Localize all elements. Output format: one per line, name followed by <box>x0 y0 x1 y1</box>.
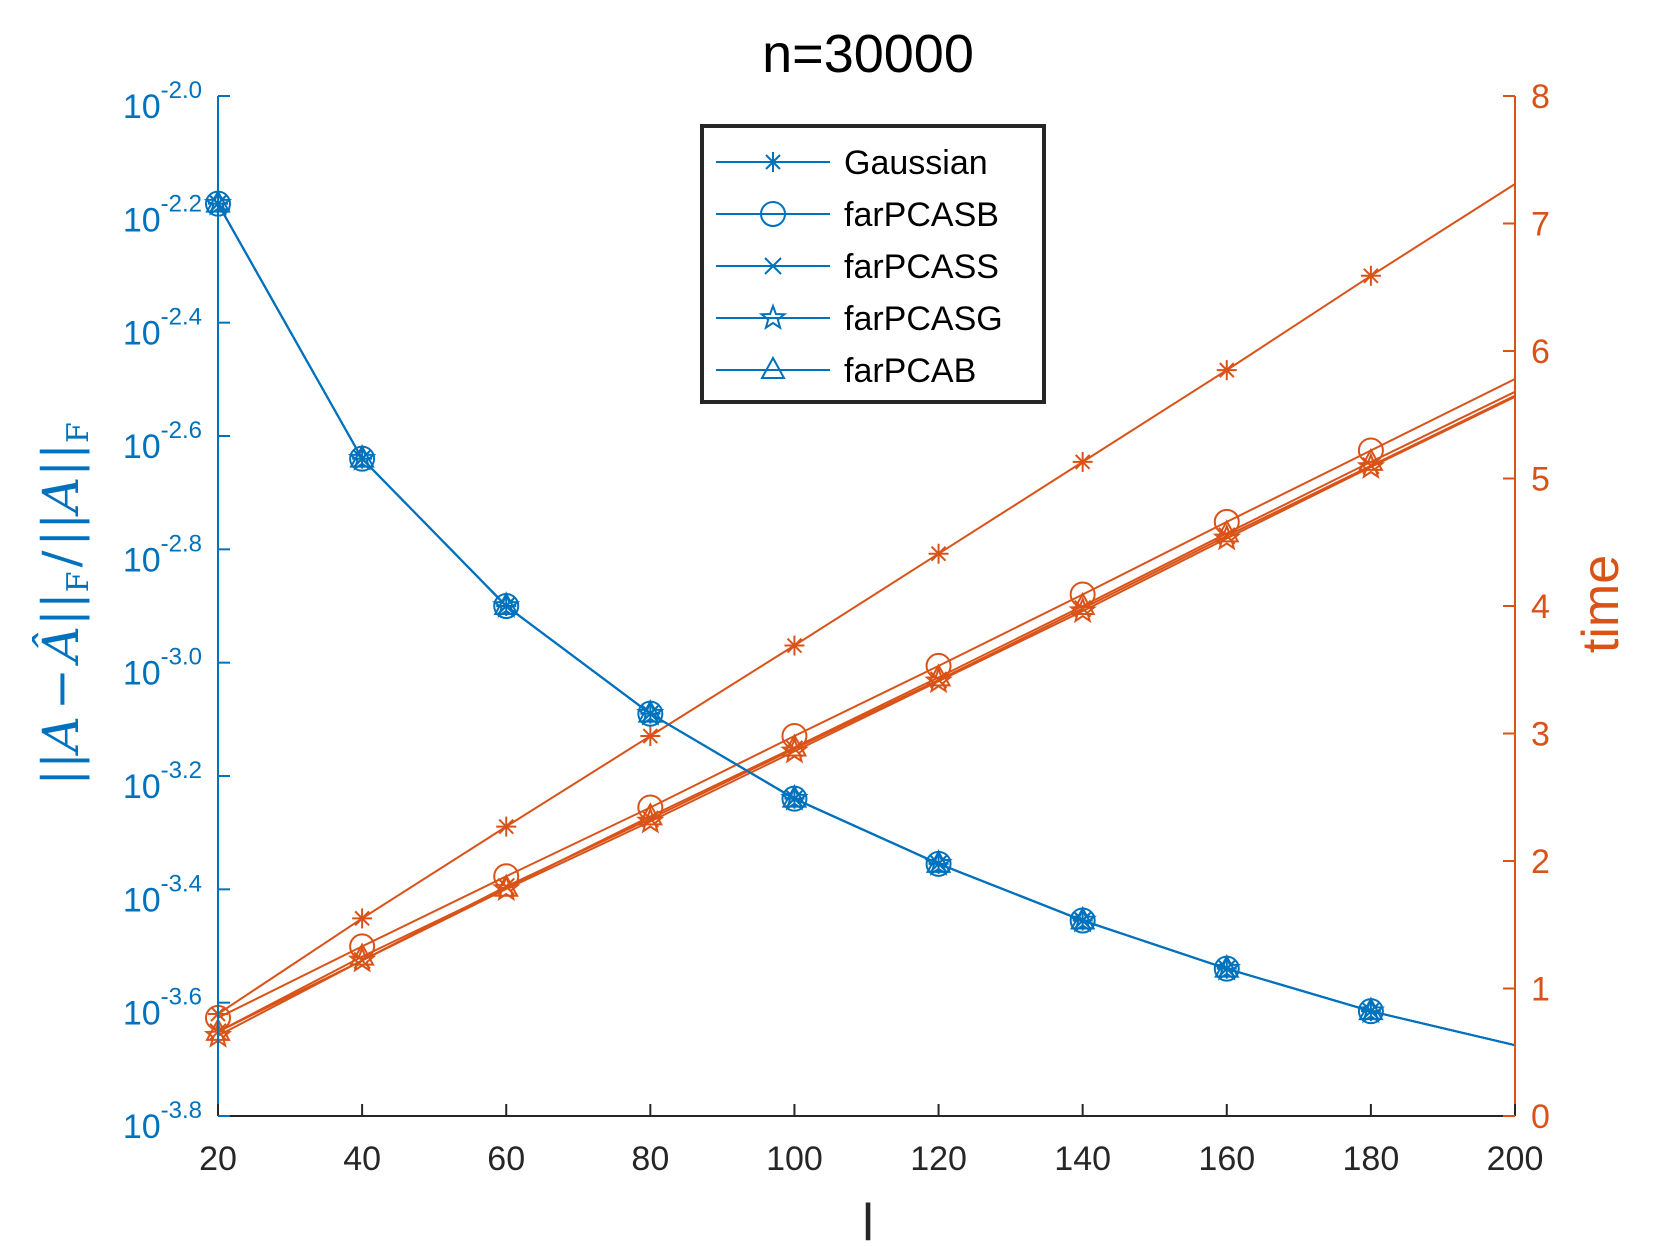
time-point-farpcab <box>349 942 375 966</box>
time-line-farpcass <box>217 394 1516 1033</box>
legend-marker-farpcass <box>764 257 782 275</box>
x-axis-label: l <box>862 1194 874 1246</box>
legend-marker-farpcab <box>760 355 786 379</box>
x-tick-label: 40 <box>343 1140 381 1178</box>
legend-marker-farpcasb <box>760 201 786 227</box>
right-tick-label: 4 <box>1531 588 1550 626</box>
error-point-farpcab <box>1214 954 1240 978</box>
right-tick-label: 1 <box>1531 971 1550 1009</box>
right-tick-label: 5 <box>1531 461 1550 499</box>
left-tick-label: 10-2.2 <box>123 190 202 239</box>
time-point-farpcasg <box>1068 596 1097 624</box>
error-point-farpcab <box>637 699 664 723</box>
legend-label-farpcab: farPCAB <box>844 352 976 390</box>
time-point-gaussian <box>784 635 805 656</box>
right-tick-label: 0 <box>1531 1098 1550 1136</box>
x-tick-label: 120 <box>910 1140 967 1178</box>
right-tick-label: 8 <box>1531 78 1550 116</box>
time-point-gaussian <box>640 726 661 747</box>
x-tick-label: 160 <box>1198 1140 1255 1178</box>
right-tick-label: 3 <box>1531 716 1550 754</box>
left-tick-label: 10-3.0 <box>123 644 202 693</box>
svg-text:||A−Â||F/||A||F: ||A−Â||F/||A||F <box>31 422 96 786</box>
time-point-farpcab <box>493 873 519 897</box>
chart-title: n=30000 <box>762 24 974 84</box>
x-tick-label: 20 <box>199 1140 237 1178</box>
error-point-farpcab <box>493 591 519 615</box>
time-point-gaussian <box>1360 265 1381 286</box>
error-point-farpcasg <box>1356 996 1386 1024</box>
time-point-farpcab <box>781 733 808 757</box>
left-tick-label: 10-2.6 <box>123 417 202 466</box>
left-axis-label: ||A−Â||F/||A||F <box>31 422 96 786</box>
left-tick-label: 10-2.0 <box>123 77 202 126</box>
legend-label-gaussian: Gaussian <box>844 144 988 182</box>
x-tick-label: 140 <box>1054 1140 1111 1178</box>
time-point-gaussian <box>496 816 517 837</box>
time-point-farpcasb <box>349 933 376 960</box>
x-tick-label: 100 <box>766 1140 823 1178</box>
legend-box <box>700 124 1046 404</box>
time-point-gaussian <box>1216 360 1237 381</box>
left-tick-label: 10-2.4 <box>123 304 202 353</box>
error-point-farpcab <box>349 444 375 468</box>
legend-label-farpcasb: farPCASB <box>844 196 999 234</box>
time-point-farpcab <box>637 802 664 826</box>
x-tick-label: 60 <box>487 1140 525 1178</box>
time-line-farpcasg <box>217 396 1516 1037</box>
time-point-farpcab <box>1214 519 1240 543</box>
time-point-farpcab <box>1069 591 1096 615</box>
left-tick-label: 10-3.8 <box>123 1097 202 1146</box>
error-point-farpcasg <box>347 443 377 471</box>
left-tick-label: 10-3.6 <box>123 984 202 1033</box>
error-point-farpcasg <box>492 591 521 619</box>
x-tick-label: 200 <box>1487 1140 1544 1178</box>
legend-label-farpcasg: farPCASG <box>844 300 1003 338</box>
time-point-gaussian <box>352 908 373 929</box>
time-line-gaussian <box>217 183 1516 1015</box>
left-tick-label: 10-2.8 <box>123 530 202 579</box>
time-point-gaussian <box>928 543 949 564</box>
right-axis-label: time <box>1572 555 1630 653</box>
legend-marker-farpcasg <box>758 303 788 331</box>
right-tick-label: 2 <box>1531 843 1550 881</box>
error-point-farpcasg <box>780 783 809 811</box>
time-point-farpcasg <box>636 806 665 834</box>
legend-label-farpcass: farPCASS <box>844 248 999 286</box>
time-point-farpcasg <box>492 874 521 902</box>
error-point-farpcab <box>925 849 952 873</box>
error-point-farpcab <box>781 784 808 808</box>
error-point-farpcab <box>1358 997 1384 1021</box>
time-line-farpcasb <box>217 378 1516 1019</box>
right-tick-label: 7 <box>1531 206 1550 244</box>
left-tick-label: 10-3.2 <box>123 757 202 806</box>
time-point-farpcasg <box>1356 452 1386 480</box>
legend-marker-gaussian <box>763 152 783 172</box>
error-point-farpcab <box>1069 906 1096 930</box>
x-tick-label: 80 <box>631 1140 669 1178</box>
error-line-farpcab <box>217 203 1516 1047</box>
time-point-gaussian <box>1072 451 1093 472</box>
time-point-farpcasg <box>1212 523 1241 551</box>
time-point-farpcab <box>1358 447 1384 471</box>
time-line-farpcab <box>217 390 1516 1033</box>
right-tick-label: 6 <box>1531 333 1550 371</box>
x-tick-label: 180 <box>1343 1140 1400 1178</box>
left-tick-label: 10-3.4 <box>123 870 202 919</box>
time-point-farpcab <box>925 663 952 687</box>
error-point-farpcasg <box>636 698 665 726</box>
